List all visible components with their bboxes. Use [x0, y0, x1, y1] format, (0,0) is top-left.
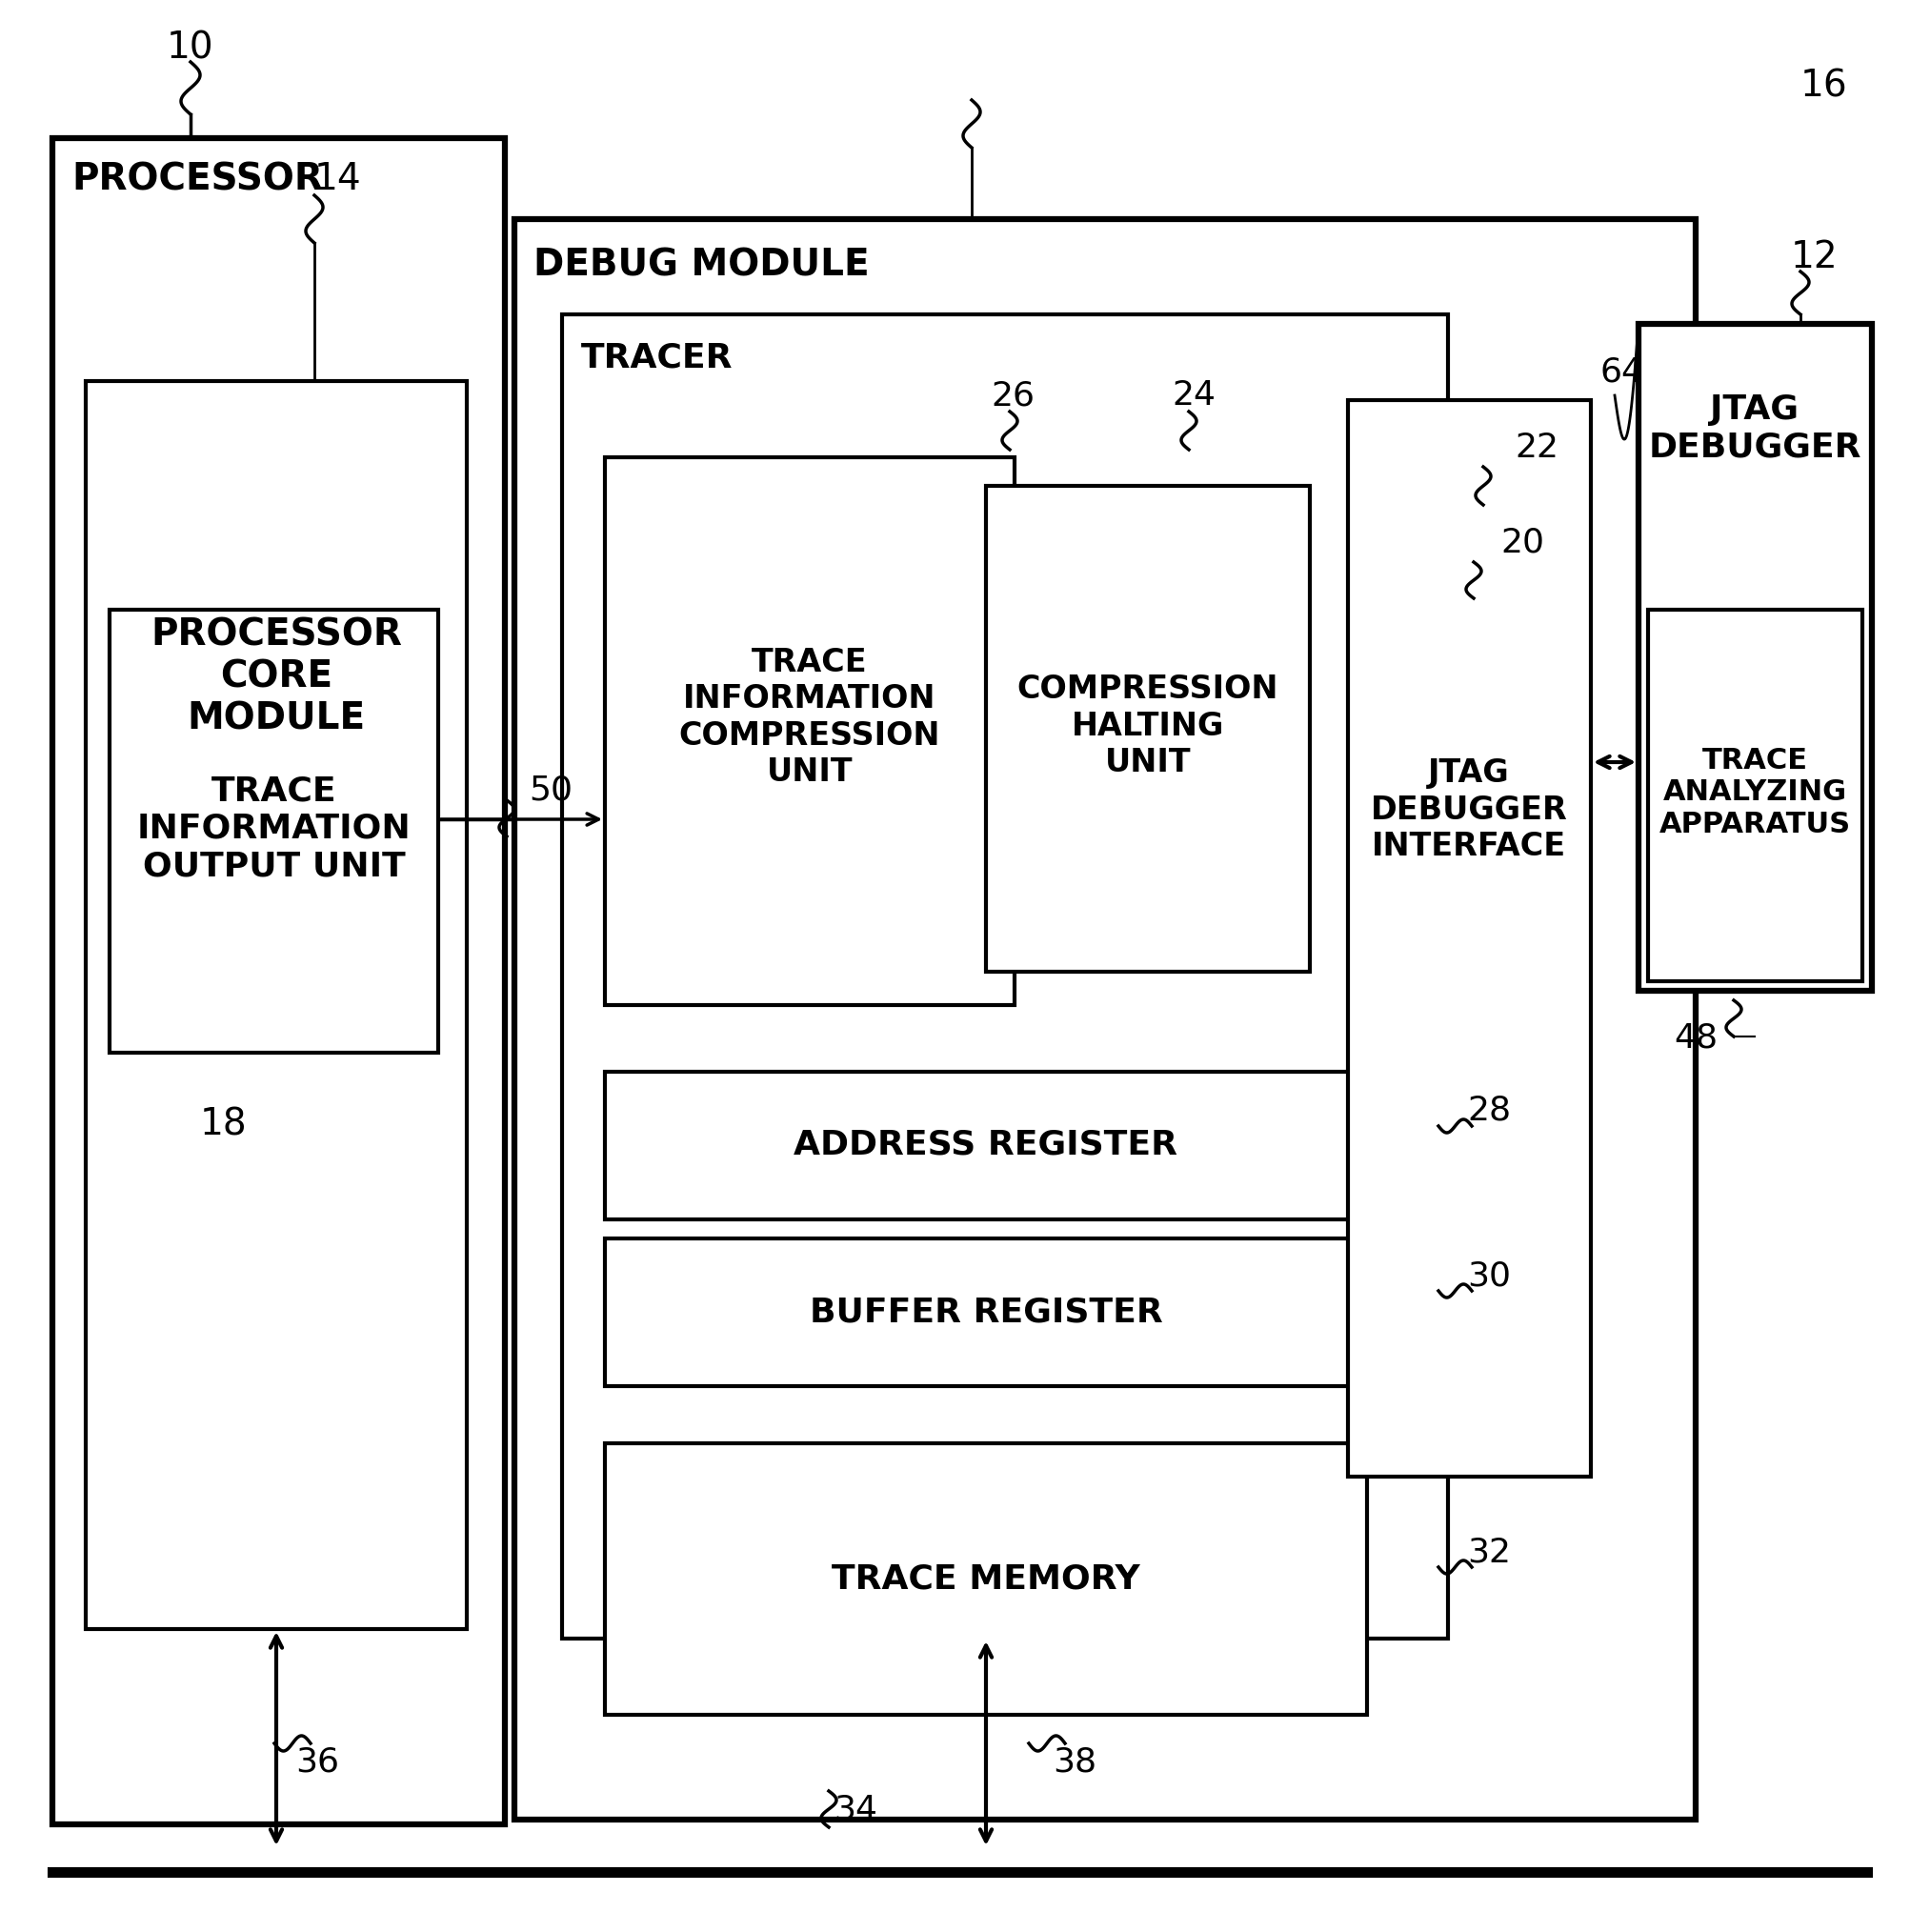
Text: 26: 26: [989, 379, 1033, 412]
Bar: [1646, 611, 1862, 981]
Text: TRACE
INFORMATION
COMPRESSION
UNIT: TRACE INFORMATION COMPRESSION UNIT: [678, 647, 940, 788]
Text: BUFFER REGISTER: BUFFER REGISTER: [810, 1296, 1161, 1329]
Text: TRACER: TRACER: [581, 342, 733, 373]
Text: 24: 24: [1171, 379, 1215, 412]
Bar: [605, 1443, 1366, 1716]
Text: 38: 38: [1052, 1747, 1096, 1779]
Text: COMPRESSION
HALTING
UNIT: COMPRESSION HALTING UNIT: [1016, 674, 1278, 779]
Text: 34: 34: [833, 1795, 877, 1826]
Text: PROCESSOR: PROCESSOR: [71, 160, 323, 197]
Text: 64: 64: [1599, 355, 1643, 388]
Bar: [986, 485, 1308, 972]
Text: 30: 30: [1467, 1260, 1511, 1293]
Text: 32: 32: [1467, 1536, 1511, 1569]
Bar: [605, 1072, 1366, 1219]
Text: 36: 36: [296, 1747, 338, 1779]
Bar: [86, 381, 466, 1629]
Text: ADDRESS REGISTER: ADDRESS REGISTER: [795, 1128, 1177, 1161]
Text: 28: 28: [1467, 1094, 1511, 1126]
Text: TRACE
ANALYZING
APPARATUS: TRACE ANALYZING APPARATUS: [1658, 748, 1849, 838]
Bar: [514, 218, 1694, 1820]
Text: JTAG
DEBUGGER: JTAG DEBUGGER: [1648, 394, 1860, 464]
Text: 20: 20: [1499, 527, 1543, 558]
Text: 22: 22: [1515, 431, 1559, 464]
Bar: [1637, 325, 1872, 991]
Text: 12: 12: [1790, 240, 1837, 276]
Bar: [1347, 400, 1591, 1476]
Text: DEBUG MODULE: DEBUG MODULE: [533, 247, 869, 282]
Text: 50: 50: [529, 775, 573, 808]
Text: 14: 14: [315, 160, 361, 197]
Bar: [562, 315, 1448, 1638]
Text: JTAG
DEBUGGER
INTERFACE: JTAG DEBUGGER INTERFACE: [1369, 757, 1566, 862]
Text: 18: 18: [201, 1105, 248, 1142]
Text: 10: 10: [166, 29, 214, 66]
Bar: [52, 137, 504, 1824]
Text: TRACE
INFORMATION
OUTPUT UNIT: TRACE INFORMATION OUTPUT UNIT: [138, 775, 411, 883]
Text: TRACE MEMORY: TRACE MEMORY: [831, 1563, 1140, 1594]
Bar: [605, 458, 1014, 1005]
Bar: [109, 611, 437, 1053]
Text: PROCESSOR
CORE
MODULE: PROCESSOR CORE MODULE: [151, 616, 401, 736]
Text: 48: 48: [1673, 1022, 1717, 1055]
Bar: [605, 1238, 1366, 1385]
Text: 16: 16: [1799, 68, 1847, 104]
